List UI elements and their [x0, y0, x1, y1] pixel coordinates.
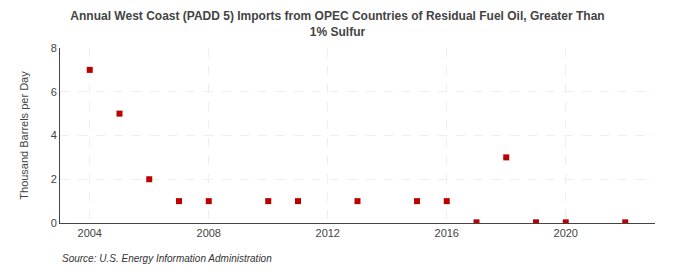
svg-text:2008: 2008: [197, 227, 221, 239]
svg-text:Source: U.S. Energy Informatio: Source: U.S. Energy Information Administ…: [62, 253, 272, 264]
svg-text:4: 4: [51, 129, 57, 141]
svg-text:2: 2: [51, 173, 57, 185]
svg-text:2004: 2004: [78, 227, 102, 239]
svg-text:2016: 2016: [435, 227, 459, 239]
svg-text:Thousand Barrels per Day: Thousand Barrels per Day: [18, 71, 30, 200]
svg-text:8: 8: [51, 42, 57, 54]
svg-text:Annual West Coast (PADD 5) Imp: Annual West Coast (PADD 5) Imports from …: [70, 9, 604, 39]
svg-text:0: 0: [51, 217, 57, 229]
svg-text:6: 6: [51, 86, 57, 98]
svg-text:2020: 2020: [554, 227, 578, 239]
svg-text:2012: 2012: [316, 227, 340, 239]
